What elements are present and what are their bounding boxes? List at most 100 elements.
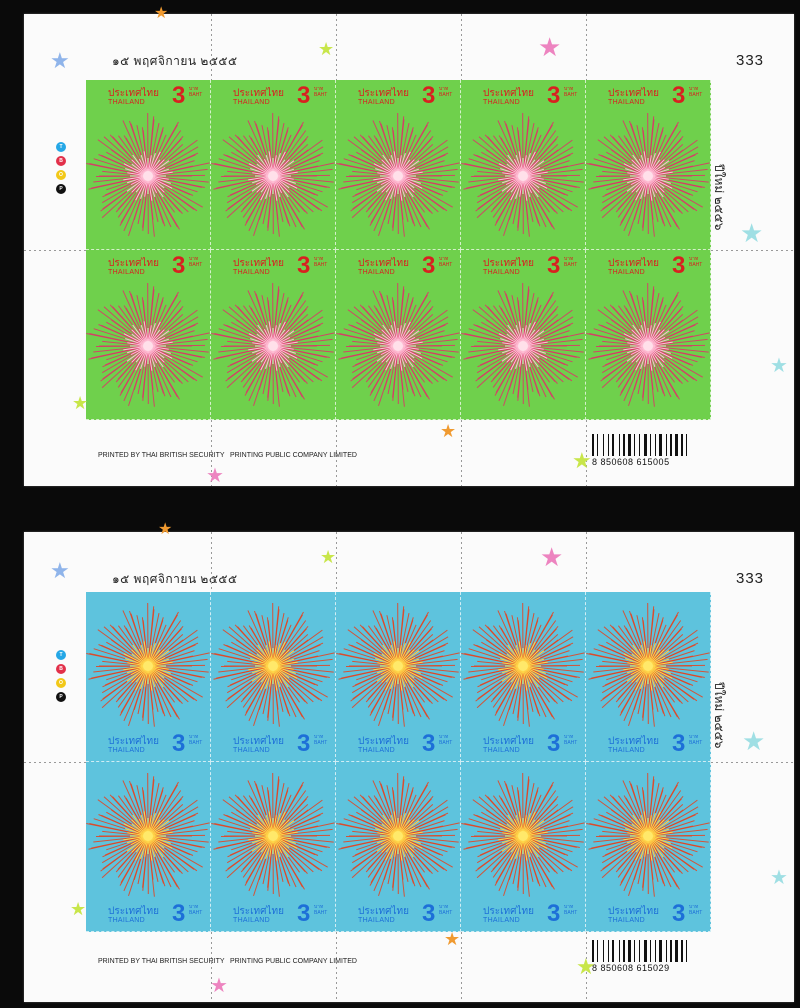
stamp-country-thai: ประเทศไทย xyxy=(358,906,409,917)
firework-image xyxy=(586,772,710,897)
firework-image xyxy=(461,112,585,237)
stamp: ประเทศไทย THAILAND 3 บาท BAHT xyxy=(586,250,711,420)
firework-image xyxy=(86,112,210,237)
stamp-country-thai: ประเทศไทย xyxy=(483,258,534,269)
stamp-country-en: THAILAND xyxy=(358,99,396,106)
stamp-country-en: THAILAND xyxy=(233,269,271,276)
stamp: ประเทศไทย THAILAND 3 บาท BAHT xyxy=(461,80,586,250)
stamp-country-thai: ประเทศไทย xyxy=(233,906,284,917)
barcode-bars xyxy=(592,434,704,456)
stamp: ประเทศไทย THAILAND 3 บาท BAHT xyxy=(586,592,711,762)
stamp-country-en: THAILAND xyxy=(608,99,646,106)
stamp: ประเทศไทย THAILAND 3 บาท BAHT xyxy=(336,762,461,932)
firework-image xyxy=(461,772,585,897)
plate-dot-o: O xyxy=(56,170,66,180)
stamp-country-en: THAILAND xyxy=(483,747,521,754)
plate-dot-p: P xyxy=(56,184,66,194)
stamp-value: 3 xyxy=(172,252,186,279)
star-icon: ★ xyxy=(572,448,592,473)
stamp-country-en: THAILAND xyxy=(483,269,521,276)
stamp-value: 3 xyxy=(297,730,311,757)
stamp-currency: บาท BAHT xyxy=(689,256,703,268)
stamp: ประเทศไทย THAILAND 3 บาท BAHT xyxy=(336,80,461,250)
plate-dot-p: P xyxy=(56,692,66,702)
star-icon: ★ xyxy=(540,542,564,572)
firework-image xyxy=(586,602,710,727)
barcode-bars xyxy=(592,940,704,962)
stamp: ประเทศไทย THAILAND 3 บาท BAHT xyxy=(461,592,586,762)
stamp-currency: บาท BAHT xyxy=(314,734,328,746)
plate-markers: T B O P xyxy=(56,650,68,706)
stamp-value: 3 xyxy=(547,900,561,927)
stamp-currency: บาท BAHT xyxy=(189,734,203,746)
sheet-number: 333 xyxy=(736,570,765,587)
stamp-value: 3 xyxy=(672,82,686,109)
stamp-grid: ประเทศไทย THAILAND 3 บาท BAHT ประเทศไทย THAIL… xyxy=(86,80,711,420)
stamp-value: 3 xyxy=(422,82,436,109)
stamp: ประเทศไทย THAILAND 3 บาท BAHT xyxy=(336,250,461,420)
plate-dot-b: B xyxy=(56,156,66,166)
plate-dot-o: O xyxy=(56,678,66,688)
stamp-currency: บาท BAHT xyxy=(189,904,203,916)
firework-image xyxy=(211,282,335,407)
stamp-currency: บาท BAHT xyxy=(314,904,328,916)
plate-dot-b: B xyxy=(56,664,66,674)
star-icon: ★ xyxy=(206,465,224,487)
stamp-value: 3 xyxy=(422,252,436,279)
stamp: ประเทศไทย THAILAND 3 บาท BAHT xyxy=(211,762,336,932)
stamp-country-en: THAILAND xyxy=(358,269,396,276)
sheet-date: ๑๕ พฤศจิกายน ๒๕๕๕ xyxy=(112,572,238,586)
printer-text: PRINTED BY THAI BRITISH SECURITY xyxy=(98,452,225,459)
firework-image xyxy=(586,112,710,237)
stamp-country-thai: ประเทศไทย xyxy=(233,736,284,747)
star-icon: ★ xyxy=(770,867,788,889)
stamp-country-thai: ประเทศไทย xyxy=(483,736,534,747)
stamp-country-thai: ประเทศไทย xyxy=(608,736,659,747)
stamp-country-thai: ประเทศไทย xyxy=(108,736,159,747)
star-icon: ★ xyxy=(742,726,766,756)
stamp-country-en: THAILAND xyxy=(358,917,396,924)
stamp-country-thai: ประเทศไทย xyxy=(233,258,284,269)
stamp-currency: บาท BAHT xyxy=(189,86,203,98)
sheet-number: 333 xyxy=(736,52,765,69)
stamp-currency: บาท BAHT xyxy=(189,256,203,268)
stamp-country-thai: ประเทศไทย xyxy=(483,88,534,99)
stamp-country-thai: ประเทศไทย xyxy=(108,88,159,99)
barcode-number: 8 850608 615029 xyxy=(592,963,670,973)
stamp-currency: บาท BAHT xyxy=(564,256,578,268)
sheet-date: ๑๕ พฤศจิกายน ๒๕๕๕ xyxy=(112,54,238,68)
stamp: ประเทศไทย THAILAND 3 บาท BAHT xyxy=(586,762,711,932)
star-icon: ★ xyxy=(576,954,596,979)
firework-image xyxy=(211,602,335,727)
firework-image xyxy=(86,602,210,727)
stamp-country-en: THAILAND xyxy=(108,269,146,276)
stamp-value: 3 xyxy=(422,730,436,757)
stamp: ประเทศไทย THAILAND 3 บาท BAHT xyxy=(211,592,336,762)
star-icon: ★ xyxy=(318,39,335,59)
stamp-country-en: THAILAND xyxy=(108,747,146,754)
plate-markers: T B O P xyxy=(56,142,68,198)
firework-image xyxy=(86,772,210,897)
star-icon: ★ xyxy=(210,975,228,997)
stamp-currency: บาท BAHT xyxy=(439,86,453,98)
stamp-value: 3 xyxy=(672,252,686,279)
firework-image xyxy=(336,772,460,897)
star-icon: ★ xyxy=(320,547,337,567)
stamp-value: 3 xyxy=(422,900,436,927)
stamp-country-thai: ประเทศไทย xyxy=(358,88,409,99)
stamp-value: 3 xyxy=(547,730,561,757)
stamp-country-thai: ประเทศไทย xyxy=(108,906,159,917)
firework-image xyxy=(336,282,460,407)
stamp-value: 3 xyxy=(297,252,311,279)
stamp-currency: บาท BAHT xyxy=(564,904,578,916)
stamp-country-en: THAILAND xyxy=(608,269,646,276)
stamp-country-en: THAILAND xyxy=(233,917,271,924)
stamp-value: 3 xyxy=(172,82,186,109)
stamp-currency: บาท BAHT xyxy=(689,904,703,916)
firework-image xyxy=(211,772,335,897)
stamp-value: 3 xyxy=(547,252,561,279)
stamp: ประเทศไทย THAILAND 3 บาท BAHT xyxy=(461,250,586,420)
stamp-country-thai: ประเทศไทย xyxy=(608,258,659,269)
stamp-sheet-blue: ๑๕ พฤศจิกายน ๒๕๕๕ 333 ปีใหม่ ๒๕๕๖ T B O … xyxy=(24,522,794,1002)
stamp-value: 3 xyxy=(547,82,561,109)
